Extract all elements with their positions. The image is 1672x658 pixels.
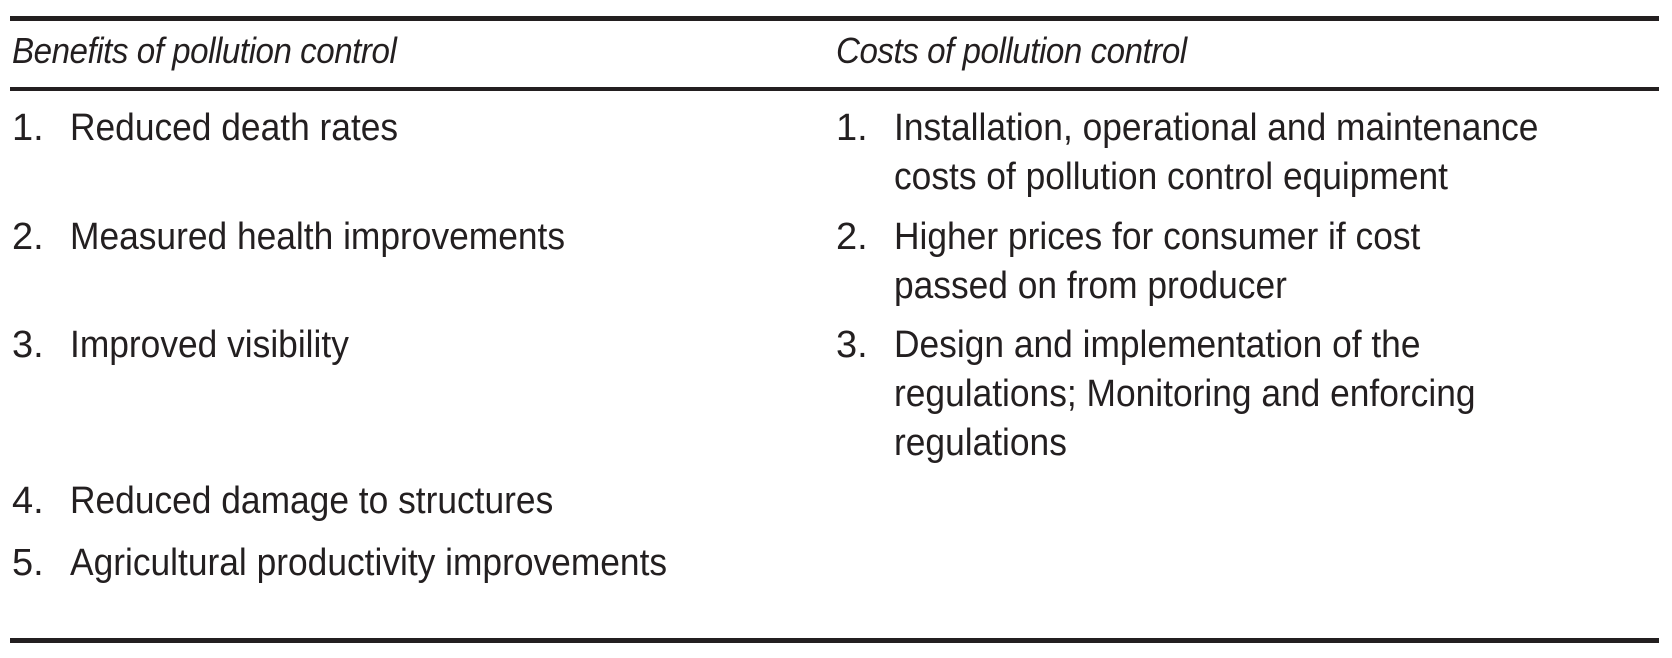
- item-number: 3.: [12, 324, 44, 366]
- item-number: 4.: [12, 480, 44, 522]
- item-number: 2.: [836, 216, 868, 258]
- item-text-line-1: Higher prices for consumer if cost: [894, 216, 1421, 258]
- item-text-line-2: regulations; Monitoring and enforcing: [894, 373, 1476, 415]
- item-number: 1.: [836, 107, 868, 149]
- header-costs: Costs of pollution control: [836, 30, 1187, 71]
- table-top-rule: [10, 16, 1659, 21]
- item-text-line-2: passed on from producer: [894, 265, 1287, 307]
- item-text-line-2: costs of pollution control equipment: [894, 156, 1448, 198]
- item-text: Reduced death rates: [70, 107, 399, 149]
- item-text-line-3: regulations: [894, 422, 1067, 464]
- item-number: 1.: [12, 107, 44, 149]
- item-text-line-1: Installation, operational and maintenanc…: [894, 107, 1539, 149]
- item-number: 2.: [12, 216, 44, 258]
- item-text: Measured health improvements: [70, 216, 566, 258]
- table-header-rule: [10, 87, 1659, 91]
- item-text: Reduced damage to structures: [70, 480, 554, 522]
- header-benefits: Benefits of pollution control: [12, 30, 397, 71]
- item-text: Agricultural productivity improvements: [70, 542, 668, 584]
- item-text: Improved visibility: [70, 324, 349, 366]
- table-bottom-rule: [10, 638, 1659, 643]
- item-text-line-1: Design and implementation of the: [894, 324, 1421, 366]
- item-number: 3.: [836, 324, 868, 366]
- item-number: 5.: [12, 542, 44, 584]
